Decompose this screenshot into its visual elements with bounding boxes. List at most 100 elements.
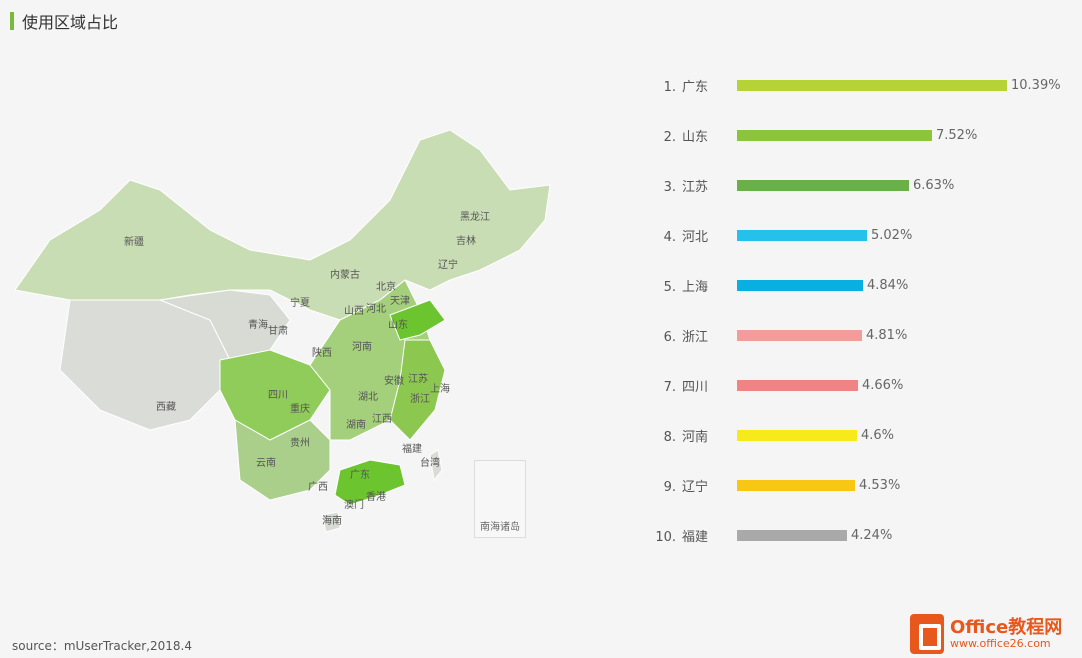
map-label-jilin: 吉林 (456, 234, 476, 247)
map-label-hunan: 湖南 (346, 418, 366, 431)
bar (737, 530, 847, 541)
bar-row: 1. 广东 10.39% (640, 70, 1070, 100)
bar-row: 10. 福建 4.24% (640, 520, 1070, 550)
map-label-hongkong: 香港 (366, 491, 386, 503)
bar-category-name: 辽宁 (682, 480, 709, 495)
bar-category-name: 四川 (682, 380, 709, 395)
bar-rank: 3. (663, 180, 676, 195)
map-region-east (389, 339, 446, 441)
map-region-hainan (321, 511, 341, 533)
map-label-guangdong: 广东 (350, 468, 370, 481)
bar-category-name: 山东 (682, 130, 709, 145)
bar (737, 380, 858, 391)
bar-row: 3. 江苏 6.63% (640, 170, 1070, 200)
map-region-qinghai (158, 289, 291, 361)
map-label-shanghai: 上海 (430, 382, 450, 395)
map-label-neimenggu: 内蒙古 (330, 268, 360, 281)
bar-rank: 4. (663, 230, 676, 245)
bar (737, 330, 862, 341)
bar-rank: 10. (655, 530, 676, 545)
map-region-shandong (389, 299, 446, 341)
bar-row: 2. 山东 7.52% (640, 120, 1070, 150)
map-label-zhejiang: 浙江 (410, 393, 430, 405)
chart-title: 使用区域占比 (22, 13, 119, 32)
bar-value-label: 10.39% (1011, 78, 1061, 93)
bar-category-label: 9. 辽宁 (640, 476, 730, 495)
map-label-guizhou: 贵州 (290, 436, 310, 449)
bar-category-name: 河北 (682, 230, 709, 245)
map-label-guangxi: 广西 (308, 481, 328, 493)
map-label-taiwan: 台湾 (420, 456, 440, 469)
bar-chart: 1. 广东 10.39% 2. 山东 7.52% 3. 江苏 6.63% 4. 河北 5.02% 5. 上… (640, 70, 1070, 550)
bar (737, 230, 867, 241)
bar-category-name: 上海 (682, 280, 709, 295)
map-label-gansu: 甘肃 (268, 324, 288, 337)
map-label-heilongjiang: 黑龙江 (460, 210, 490, 223)
source-note: source：mUserTracker,2018.4 (12, 639, 192, 653)
bar-value-label: 4.6% (861, 428, 895, 443)
map-label-chongqing: 重庆 (290, 402, 310, 415)
map-label-yunnan: 云南 (256, 456, 276, 469)
bar-rank: 6. (663, 330, 676, 345)
map-region-west (14, 129, 551, 321)
bar (737, 80, 1007, 91)
map-region-guangdong (334, 459, 406, 506)
map-label-qinghai: 青海 (248, 318, 268, 331)
map-label-xinjiang: 新疆 (124, 235, 144, 248)
bar-row: 6. 浙江 4.81% (640, 320, 1070, 350)
watermark: Office教程网 www.office26.com (910, 612, 1080, 656)
bar (737, 130, 932, 141)
office-logo-icon (910, 614, 944, 654)
bar (737, 180, 909, 191)
map-label-beijing: 北京 (376, 280, 396, 293)
map-label-liaoning: 辽宁 (438, 258, 458, 271)
map-label-shandong: 山东 (388, 318, 408, 331)
bar-value-label: 4.81% (866, 328, 908, 343)
bar-rank: 1. (663, 80, 676, 95)
bar-category-name: 河南 (682, 430, 709, 445)
bar-row: 9. 辽宁 4.53% (640, 470, 1070, 500)
bar-category-label: 3. 江苏 (640, 176, 730, 195)
china-map-svg: 新疆 西藏 青海 甘肃 宁夏 内蒙古 黑龙江 吉林 辽宁 北京 天津 河北 山西… (14, 129, 551, 533)
bar-category-label: 8. 河南 (640, 426, 730, 445)
south-china-sea-inset: 南海诸岛 (474, 460, 526, 538)
bar-value-label: 7.52% (936, 128, 978, 143)
map-label-tianjin: 天津 (390, 295, 410, 307)
bar-row: 7. 四川 4.66% (640, 370, 1070, 400)
watermark-name: Office教程网 (950, 617, 1063, 639)
bar-category-name: 福建 (682, 530, 709, 545)
bar-value-label: 6.63% (913, 178, 955, 193)
bar (737, 480, 855, 491)
map-label-anhui: 安徽 (384, 374, 404, 387)
inset-label: 南海诸岛 (480, 522, 520, 533)
bar-category-label: 6. 浙江 (640, 326, 730, 345)
map-label-shaanxi: 陕西 (312, 346, 332, 359)
bar-category-label: 2. 山东 (640, 126, 730, 145)
map-region-southwest (234, 419, 331, 501)
map-label-hebei: 河北 (366, 303, 386, 315)
map-label-ningxia: 宁夏 (290, 296, 310, 309)
bar-row: 4. 河北 5.02% (640, 220, 1070, 250)
bar-rank: 2. (663, 130, 676, 145)
bar-rank: 9. (663, 480, 676, 495)
bar-category-name: 江苏 (682, 180, 709, 195)
map-region-tibet (59, 299, 231, 431)
bar-category-name: 浙江 (682, 330, 709, 345)
map-label-shanxi: 山西 (344, 305, 364, 317)
bar-value-label: 4.24% (851, 528, 893, 543)
watermark-url: www.office26.com (950, 636, 1051, 650)
map-label-macau: 澳门 (344, 498, 364, 511)
bar-category-label: 1. 广东 (640, 76, 730, 95)
map-label-henan: 河南 (352, 340, 372, 353)
bar-rank: 8. (663, 430, 676, 445)
map-label-sichuan: 四川 (268, 390, 288, 401)
bar-value-label: 4.66% (862, 378, 904, 393)
watermark-text: Office教程网 www.office26.com (950, 618, 1062, 650)
bar (737, 430, 857, 441)
map-label-jiangsu: 江苏 (408, 372, 428, 385)
bar (737, 280, 863, 291)
map-label-hainan: 海南 (322, 514, 342, 527)
bar-category-label: 7. 四川 (640, 376, 730, 395)
map-label-xizang: 西藏 (156, 401, 176, 413)
bar-category-label: 4. 河北 (640, 226, 730, 245)
